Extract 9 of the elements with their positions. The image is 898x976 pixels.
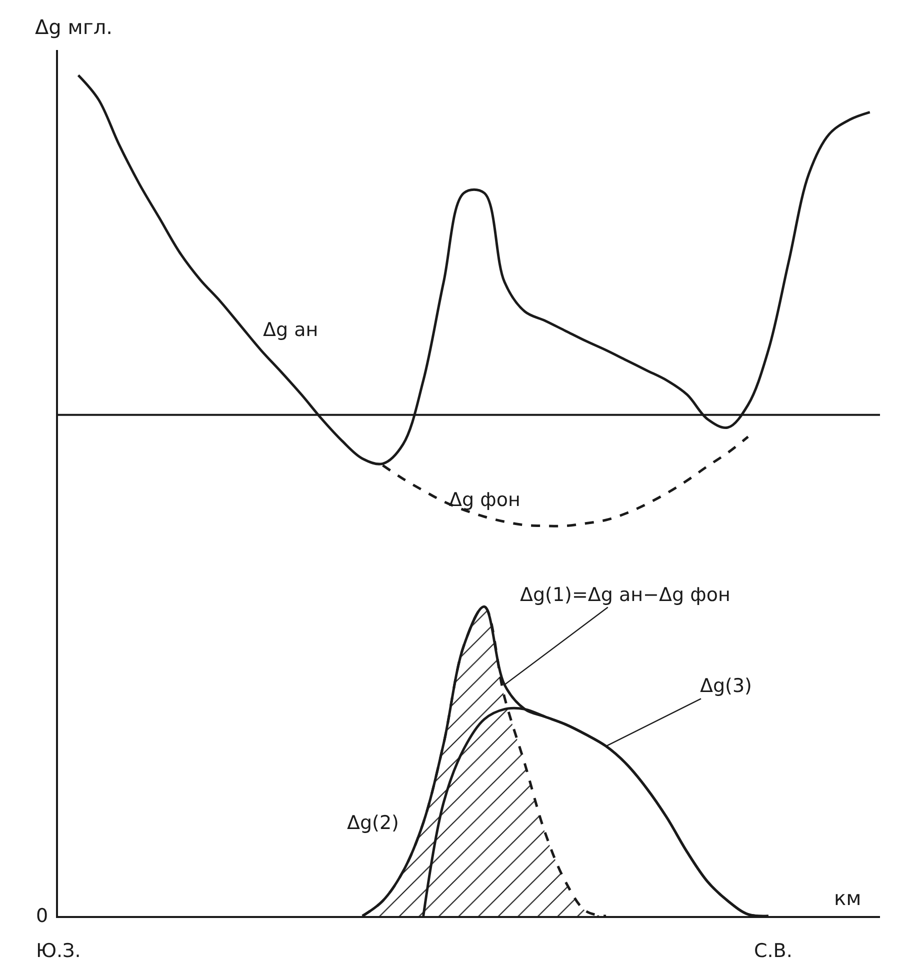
text: Δg(3)	[700, 675, 752, 697]
y-axis-title: Δg мгл.	[35, 15, 112, 39]
text: Ю.З.	[36, 940, 81, 962]
x-axis-title: км	[834, 886, 862, 910]
series-label: Δg(1)=Δg ан−Δg фон	[520, 584, 730, 606]
series-label: Δg(2)	[347, 812, 399, 834]
series-label: Δg ан	[263, 319, 318, 341]
text: С.В.	[754, 940, 792, 962]
text: 0	[36, 905, 48, 927]
